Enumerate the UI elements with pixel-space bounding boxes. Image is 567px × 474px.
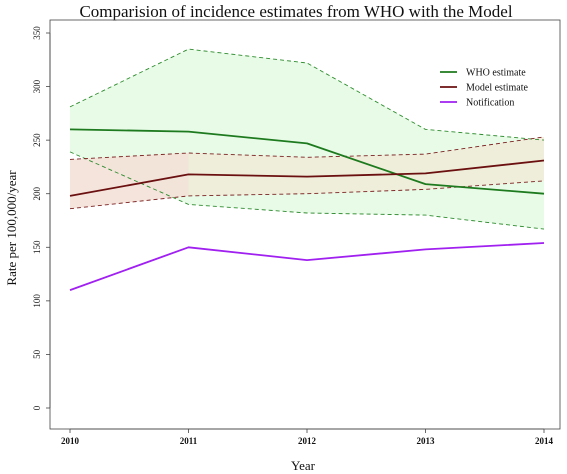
x-tick-label: 2010	[61, 436, 80, 446]
band-model-tint	[70, 153, 189, 209]
y-tick-label: 50	[32, 349, 42, 359]
legend-label: Model estimate	[466, 83, 528, 94]
model-estimate-line	[69, 159, 545, 197]
notification-line	[69, 242, 545, 291]
y-tick-label: 200	[32, 186, 42, 200]
axes: 0 50 100 150 200 250 300 350 2010 2011 2012 2013 201…	[32, 26, 554, 446]
x-axis-title: Year	[291, 458, 316, 473]
x-tick-label: 2011	[180, 436, 198, 446]
y-tick-label: 100	[32, 294, 42, 308]
legend-label: Notification	[466, 98, 514, 109]
series-lines	[69, 48, 545, 291]
chart-title: Comparision of incidence estimates from …	[79, 2, 512, 21]
y-tick-label: 0	[32, 405, 42, 410]
who-estimate-lower-bound	[69, 151, 545, 230]
who-estimate-upper-bound	[69, 48, 545, 141]
model-estimate-upper-bound	[69, 136, 545, 160]
legend: WHO estimate Model estimate Notification	[440, 68, 528, 109]
x-tick-label: 2014	[535, 436, 554, 446]
y-axis-title: Rate per 100,000/year	[4, 170, 19, 286]
y-tick-label: 250	[32, 133, 42, 147]
x-tick-label: 2012	[298, 436, 317, 446]
who-estimate-line	[69, 128, 545, 195]
y-tick-label: 300	[32, 79, 42, 93]
legend-label: WHO estimate	[466, 68, 526, 79]
x-tick-label: 2013	[417, 436, 436, 446]
y-tick-label: 150	[32, 240, 42, 254]
band-model-estimate	[70, 136, 544, 209]
y-tick-label: 350	[32, 26, 42, 40]
